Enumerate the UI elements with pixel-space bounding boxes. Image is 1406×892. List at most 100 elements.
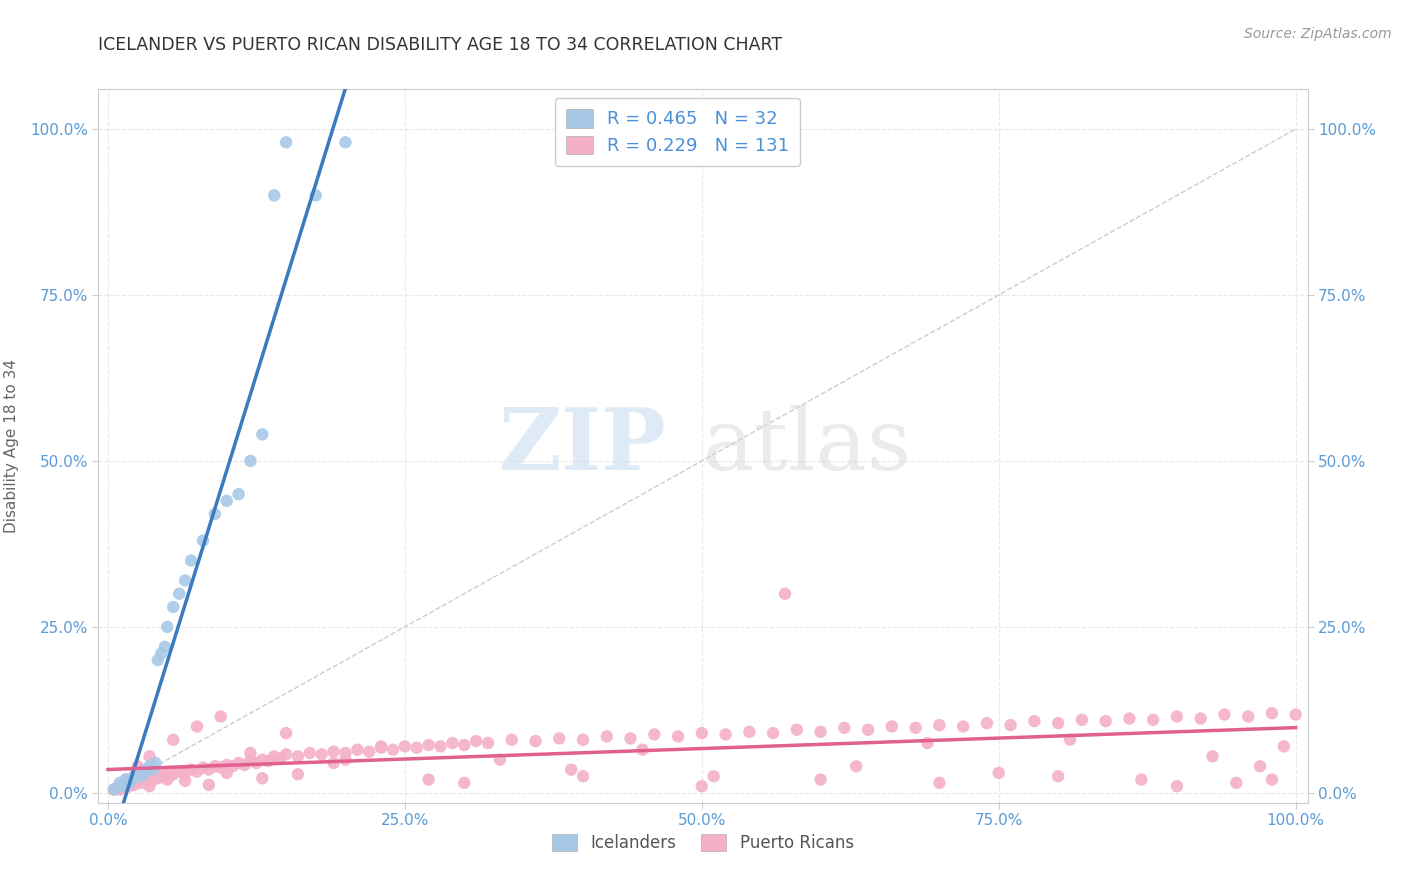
Point — [405, 740, 427, 755]
Point — [335, 746, 357, 760]
Point — [167, 764, 190, 779]
Point — [191, 533, 214, 548]
Point — [477, 736, 499, 750]
Point — [1261, 706, 1284, 721]
Point — [453, 776, 475, 790]
Point — [631, 742, 654, 756]
Point — [174, 766, 197, 780]
Point — [1118, 711, 1140, 725]
Point — [572, 732, 595, 747]
Point — [257, 754, 280, 768]
Point — [263, 188, 285, 202]
Point — [114, 778, 136, 792]
Point — [145, 756, 167, 770]
Point — [643, 727, 665, 741]
Point — [198, 763, 221, 777]
Point — [156, 772, 179, 787]
Point — [167, 587, 190, 601]
Point — [1047, 769, 1070, 783]
Point — [156, 620, 179, 634]
Point — [572, 769, 595, 783]
Point — [1272, 739, 1295, 754]
Point — [370, 739, 392, 754]
Point — [142, 772, 165, 787]
Text: Source: ZipAtlas.com: Source: ZipAtlas.com — [1244, 27, 1392, 41]
Point — [274, 726, 297, 740]
Point — [174, 574, 197, 588]
Point — [215, 766, 238, 780]
Point — [762, 726, 785, 740]
Point — [489, 753, 512, 767]
Point — [1094, 714, 1116, 728]
Point — [1130, 772, 1153, 787]
Point — [429, 739, 451, 754]
Point — [418, 772, 440, 787]
Point — [121, 772, 143, 787]
Point — [1189, 711, 1212, 725]
Point — [880, 719, 903, 733]
Point — [465, 734, 488, 748]
Point — [1261, 772, 1284, 787]
Point — [209, 761, 232, 775]
Point — [221, 759, 243, 773]
Point — [180, 553, 202, 567]
Point — [204, 507, 226, 521]
Point — [1047, 716, 1070, 731]
Point — [239, 746, 262, 760]
Point — [773, 587, 796, 601]
Point — [287, 767, 309, 781]
Point — [111, 779, 134, 793]
Point — [239, 454, 262, 468]
Point — [156, 766, 179, 780]
Point — [107, 780, 129, 795]
Point — [180, 763, 202, 777]
Point — [114, 772, 136, 787]
Point — [666, 730, 689, 744]
Text: atlas: atlas — [703, 404, 912, 488]
Point — [359, 745, 381, 759]
Point — [215, 758, 238, 772]
Point — [127, 766, 149, 780]
Point — [228, 487, 250, 501]
Point — [127, 759, 149, 773]
Point — [108, 776, 131, 790]
Point — [186, 719, 208, 733]
Point — [287, 749, 309, 764]
Point — [311, 747, 333, 762]
Point — [322, 756, 344, 770]
Point — [252, 427, 274, 442]
Point — [118, 776, 141, 790]
Point — [138, 759, 160, 773]
Point — [239, 754, 262, 768]
Point — [690, 779, 713, 793]
Point — [382, 742, 405, 756]
Point — [917, 736, 939, 750]
Point — [596, 730, 619, 744]
Point — [162, 732, 184, 747]
Point — [122, 769, 145, 783]
Point — [619, 731, 641, 746]
Point — [186, 764, 208, 779]
Point — [252, 771, 274, 785]
Point — [1237, 709, 1260, 723]
Point — [204, 759, 226, 773]
Point — [150, 647, 173, 661]
Point — [114, 772, 136, 787]
Point — [233, 758, 256, 772]
Point — [138, 779, 160, 793]
Point — [191, 761, 214, 775]
Point — [1024, 714, 1046, 728]
Point — [1249, 759, 1271, 773]
Text: ICELANDER VS PUERTO RICAN DISABILITY AGE 18 TO 34 CORRELATION CHART: ICELANDER VS PUERTO RICAN DISABILITY AGE… — [98, 36, 783, 54]
Point — [127, 773, 149, 788]
Point — [274, 136, 297, 150]
Point — [153, 769, 176, 783]
Text: ZIP: ZIP — [499, 404, 666, 488]
Point — [108, 782, 131, 797]
Point — [103, 782, 125, 797]
Point — [129, 769, 152, 783]
Point — [1166, 779, 1188, 793]
Point — [501, 732, 523, 747]
Point — [263, 749, 285, 764]
Point — [1142, 713, 1164, 727]
